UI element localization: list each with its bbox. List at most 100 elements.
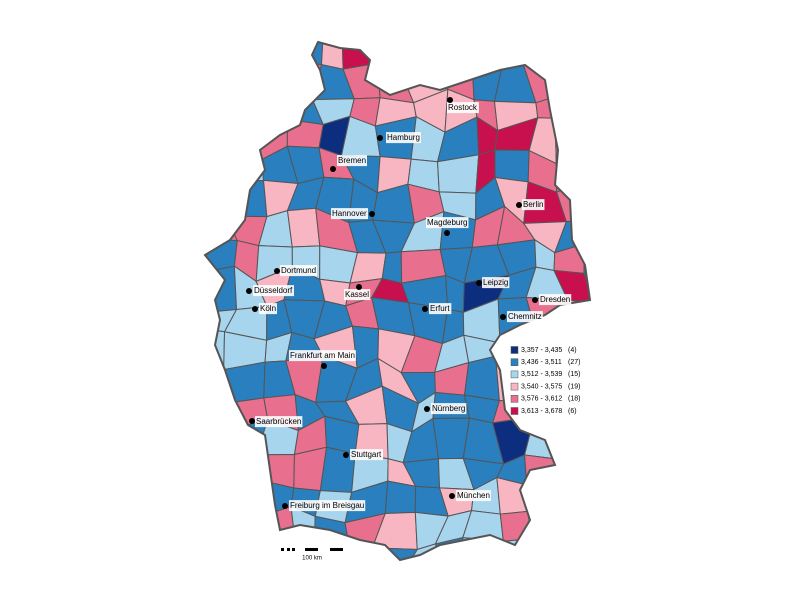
city-label: Rostock — [448, 103, 478, 112]
region — [555, 151, 590, 193]
city-label-bg — [386, 132, 421, 144]
region — [462, 537, 505, 560]
region — [384, 480, 417, 515]
city-label-bg — [289, 500, 366, 512]
city-label-bg — [456, 490, 491, 502]
city-label-bg — [331, 208, 369, 220]
region — [205, 265, 238, 315]
region — [228, 101, 260, 127]
city-dot — [274, 268, 280, 274]
region — [381, 251, 403, 284]
city-label: Kassel — [345, 290, 369, 299]
city-label-bg — [259, 303, 278, 315]
city-label-bg — [344, 289, 371, 301]
region — [205, 480, 239, 523]
legend-range: 3,357 - 3,435 — [521, 347, 562, 354]
region — [205, 147, 238, 189]
legend-range: 3,576 - 3,612 — [521, 396, 562, 403]
region — [205, 69, 230, 103]
legend-swatch — [510, 395, 519, 403]
region — [262, 544, 297, 560]
region — [523, 416, 566, 461]
region — [471, 42, 504, 69]
region — [582, 548, 590, 560]
region — [589, 90, 590, 128]
city-dot — [424, 406, 430, 412]
city-dot — [321, 363, 327, 369]
city-label: Dresden — [540, 295, 570, 304]
legend: 3,357 - 3,435 (4) 3,436 - 3,511 (27) 3,512 -… — [507, 343, 587, 415]
region — [581, 341, 590, 373]
city-label: Hannover — [332, 209, 367, 218]
legend-count: (4) — [568, 347, 577, 354]
region — [584, 42, 590, 72]
scale-label: 100 km — [302, 556, 322, 562]
legend-count: (15) — [568, 371, 580, 378]
region — [532, 537, 562, 560]
city-dot — [249, 418, 255, 424]
region — [553, 269, 590, 304]
region — [205, 535, 237, 560]
region — [561, 450, 590, 487]
city-label: Stuttgart — [351, 450, 382, 459]
region — [319, 446, 356, 493]
city-label: München — [457, 491, 490, 500]
region — [592, 176, 629, 219]
region — [223, 147, 265, 183]
legend-count: (18) — [568, 396, 580, 403]
city-label: Erfurt — [430, 304, 450, 313]
city-dot — [377, 135, 383, 141]
region — [560, 508, 590, 550]
legend-range: 3,436 - 3,511 — [521, 359, 562, 366]
region — [521, 42, 565, 65]
city-dot — [516, 202, 522, 208]
region — [551, 42, 590, 68]
region — [205, 326, 226, 371]
region — [205, 181, 227, 220]
region — [228, 42, 254, 72]
region — [586, 151, 590, 178]
cities: Rostock Hamburg Bremen Hannover Berlin Magdeb… — [246, 97, 572, 512]
region — [205, 355, 225, 405]
legend-count: (19) — [568, 383, 580, 390]
region — [286, 207, 321, 248]
region — [320, 42, 344, 70]
region — [582, 508, 590, 550]
region — [490, 42, 531, 65]
country-outline — [203, 40, 592, 562]
region — [554, 117, 590, 165]
legend-swatch — [510, 358, 519, 366]
region — [205, 85, 236, 126]
region — [341, 42, 382, 70]
region — [205, 120, 238, 160]
region — [526, 510, 565, 549]
region — [281, 42, 324, 66]
city-label-bg — [429, 303, 452, 315]
region — [376, 62, 415, 104]
scale-bar: 100 km — [281, 548, 343, 562]
city-label-bg — [539, 294, 572, 306]
region — [583, 211, 590, 252]
region — [205, 215, 239, 242]
region — [589, 301, 590, 344]
city-label: Freiburg im Breisgau — [290, 501, 364, 510]
region — [583, 243, 590, 282]
city-label-bg — [482, 277, 510, 289]
city-label: Nürnberg — [432, 404, 465, 413]
region — [554, 90, 590, 121]
region — [581, 361, 590, 401]
legend-count: (27) — [568, 359, 580, 366]
region — [587, 119, 590, 156]
city-dot — [282, 503, 288, 509]
city-label: Dortmund — [281, 266, 316, 275]
city-label-bg — [350, 449, 384, 461]
city-dot — [532, 297, 538, 303]
city-label-bg — [522, 199, 545, 211]
city-label: Berlin — [523, 200, 543, 209]
city-dot — [447, 97, 453, 103]
region — [205, 448, 236, 487]
city-label-bg — [426, 217, 469, 229]
city-label-bg — [431, 403, 467, 415]
region — [227, 448, 258, 482]
